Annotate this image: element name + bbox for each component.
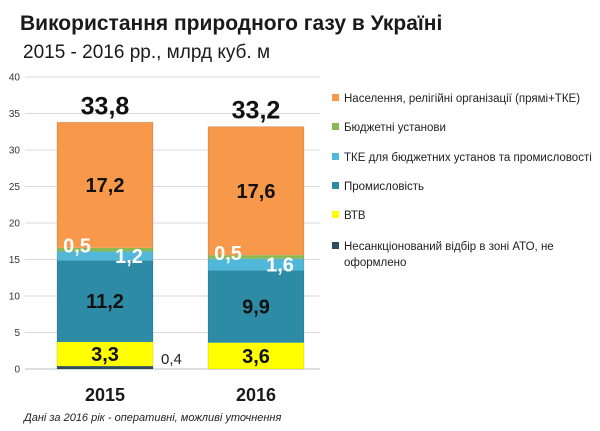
- total-2016: 33,2: [232, 97, 281, 125]
- label-2016-series-1: 3,6: [242, 346, 270, 368]
- bar-2016-series-3: [208, 258, 304, 271]
- legend-label-0-line-1: оформлено: [344, 257, 406, 269]
- label-2016-series-5: 17,6: [237, 181, 276, 203]
- y-tick-30: 30: [9, 146, 21, 157]
- x-tick-2015: 2015: [85, 385, 125, 405]
- y-tick-15: 15: [9, 255, 21, 266]
- chart-subtitle: 2015 - 2016 рр., млрд куб. м: [23, 42, 270, 63]
- x-tick-2016: 2016: [236, 385, 276, 405]
- label-2015-series-1: 3,3: [91, 344, 119, 366]
- bar-2015-series-3: [57, 251, 153, 261]
- label-2015-series-2: 11,2: [86, 291, 124, 313]
- label-2015-series-5: 17,2: [86, 175, 125, 197]
- legend-swatch-2: [332, 182, 339, 189]
- y-tick-40: 40: [9, 73, 21, 84]
- chart-note: Дані за 2016 рік - оперативні, можливі у…: [22, 412, 281, 424]
- legend-swatch-1: [332, 211, 339, 218]
- legend-swatch-3: [332, 153, 339, 160]
- y-tick-20: 20: [9, 219, 21, 230]
- bar-2016-series-5: [208, 126, 304, 256]
- y-tick-10: 10: [9, 292, 21, 303]
- bar-2015-series-1: [57, 341, 153, 367]
- bar-2016-series-4: [208, 255, 304, 259]
- total-2015: 33,8: [81, 92, 130, 120]
- legend-label-5: Населення, релігійні організації (прямі+…: [344, 93, 580, 105]
- bar-2016-series-1: [208, 342, 304, 369]
- legend-label-3: ТКЕ для бюджетних установ та промисловос…: [344, 152, 592, 164]
- bars: [56, 121, 305, 370]
- y-axis: 0 5 10 15 20 25 30 35 40: [9, 73, 21, 376]
- data-labels: 3,3 11,2 1,2 0,5 17,2 33,8 3,6 9,9 1,6 0,5 17,6 33,…: [63, 92, 294, 368]
- legend-swatch-5: [332, 94, 339, 101]
- y-tick-5: 5: [14, 328, 20, 339]
- bar-2015-series-4: [57, 247, 153, 252]
- legend-label-0: Несанкціонований відбір в зоні АТО, не: [344, 241, 554, 253]
- label-2016-series-3: 1,6: [266, 255, 294, 277]
- legend-swatch-0: [332, 242, 339, 249]
- bar-2015-series-0: [57, 366, 153, 369]
- y-tick-35: 35: [9, 109, 21, 120]
- y-tick-0: 0: [14, 365, 20, 376]
- bar-2015-series-2: [57, 260, 153, 342]
- legend-label-2: Промисловість: [344, 181, 424, 193]
- bar-2015-series-5: [57, 122, 153, 248]
- y-tick-25: 25: [9, 182, 21, 193]
- label-2015-series-3: 1,2: [115, 246, 143, 268]
- legend-label-1: ВТВ: [344, 210, 366, 222]
- label-2016-series-2: 9,9: [242, 297, 270, 319]
- label-2015-series-0: 0,4: [161, 351, 182, 368]
- chart-title: Використання природного газу в Україні: [20, 12, 442, 35]
- legend: Населення, релігійні організації (прямі+…: [332, 93, 592, 269]
- x-axis: 2015 2016: [85, 385, 276, 405]
- bar-outline-2016: [207, 126, 305, 370]
- bar-2016-series-2: [208, 270, 304, 343]
- legend-label-4: Бюджетні установи: [344, 122, 446, 134]
- legend-swatch-4: [332, 123, 339, 130]
- bar-outline-2015: [56, 121, 154, 370]
- label-2016-series-4: 0,5: [214, 243, 242, 265]
- label-2015-series-4: 0,5: [63, 236, 91, 258]
